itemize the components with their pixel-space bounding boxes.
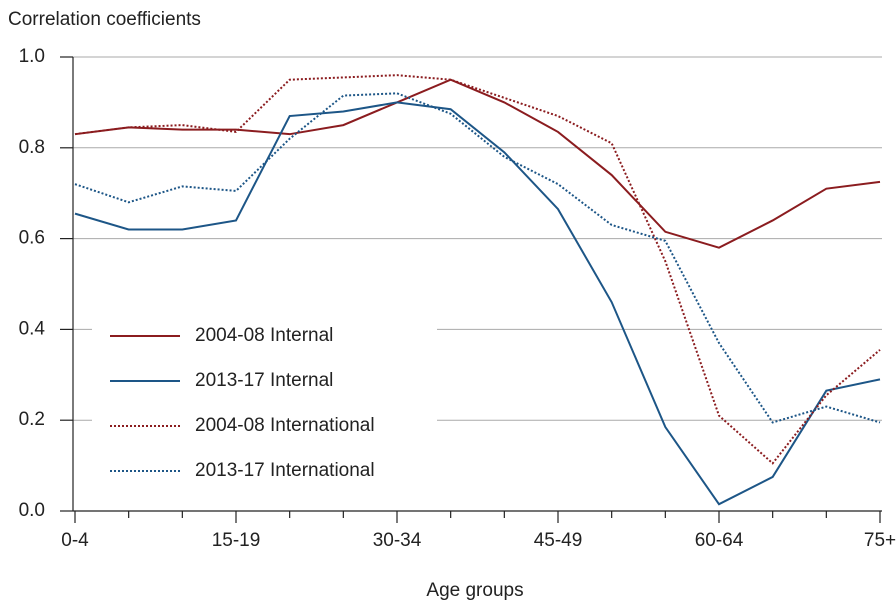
series-line: [74, 101, 881, 506]
y-tick-label: 0.8: [19, 137, 45, 158]
legend-label: 2013-17 International: [195, 460, 375, 481]
x-axis-title: Age groups: [426, 580, 523, 601]
series-line: [74, 78, 881, 249]
x-tick-label: 0-4: [61, 530, 89, 551]
y-tick-label: 1.0: [19, 46, 45, 67]
series-line: [74, 92, 881, 424]
x-tick-label: 30-34: [373, 530, 422, 551]
legend-label: 2013-17 Internal: [195, 370, 333, 391]
y-tick-label: 0.2: [19, 409, 45, 430]
y-tick-label: 0.6: [19, 228, 45, 249]
y-axis-title: Correlation coefficients: [8, 9, 201, 30]
y-tick-label: 0.0: [19, 500, 45, 521]
legend-box: [92, 318, 437, 493]
x-tick-label: 45-49: [534, 530, 583, 551]
x-tick-label: 60-64: [695, 530, 744, 551]
series-line: [74, 74, 881, 465]
x-tick-label: 15-19: [212, 530, 261, 551]
legend-label: 2004-08 International: [195, 415, 375, 436]
x-tick-label: 75+: [864, 530, 896, 551]
y-tick-label: 0.4: [19, 318, 46, 339]
legend-label: 2004-08 Internal: [195, 325, 333, 346]
